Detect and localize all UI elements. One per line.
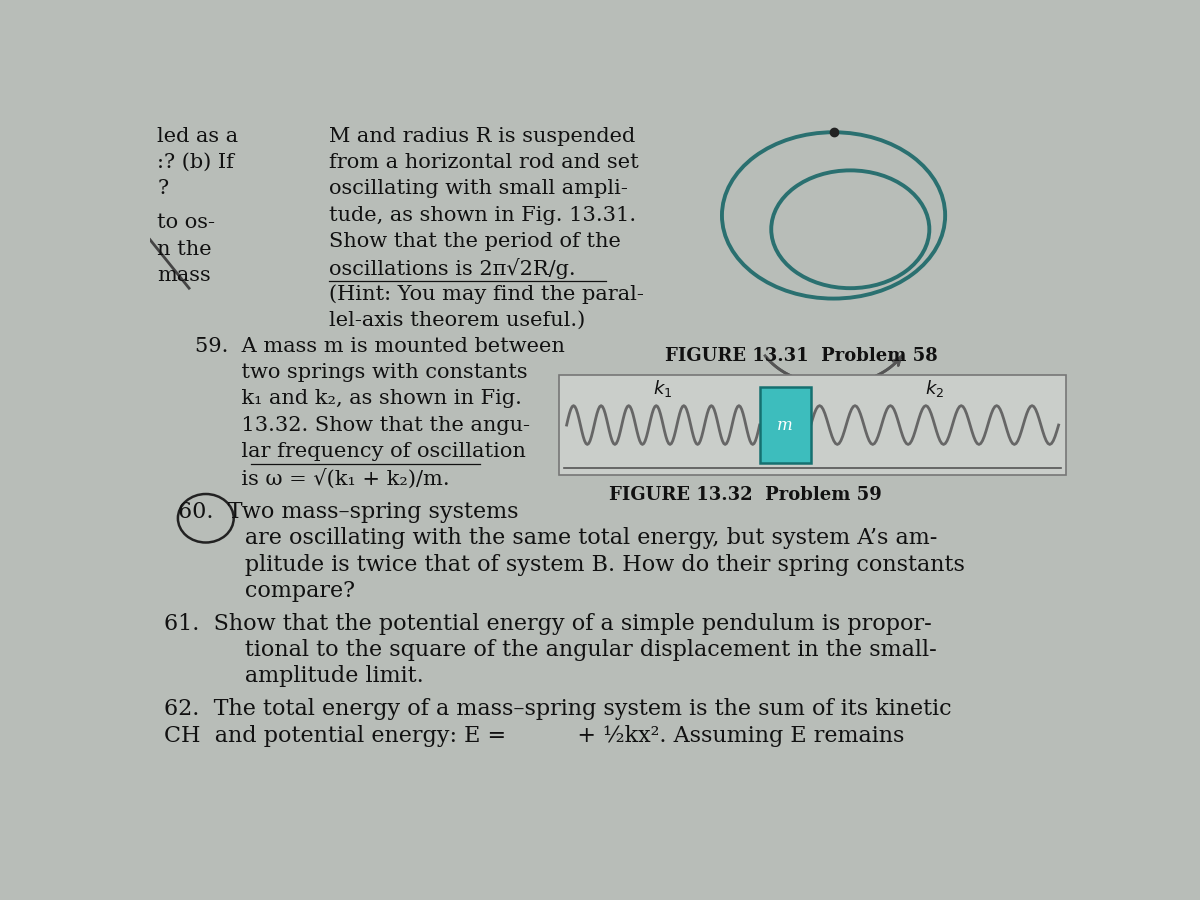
Text: to os-: to os-	[157, 213, 216, 232]
Text: oscillations is 2π√2R/g.: oscillations is 2π√2R/g.	[329, 258, 575, 279]
FancyBboxPatch shape	[760, 387, 811, 464]
Text: 13.32. Show that the angu-: 13.32. Show that the angu-	[194, 416, 529, 435]
Text: two springs with constants: two springs with constants	[194, 363, 527, 382]
Text: n the: n the	[157, 239, 212, 258]
Text: (Hint: You may find the paral-: (Hint: You may find the paral-	[329, 284, 643, 304]
FancyBboxPatch shape	[559, 374, 1066, 475]
Text: mass: mass	[157, 266, 211, 285]
Text: 61.  Show that the potential energy of a simple pendulum is propor-: 61. Show that the potential energy of a …	[164, 613, 931, 634]
Text: is ω = √(k₁ + k₂)/m.: is ω = √(k₁ + k₂)/m.	[194, 468, 449, 489]
Text: :? (b) If: :? (b) If	[157, 153, 234, 172]
Text: $k_2$: $k_2$	[925, 378, 944, 400]
Text: amplitude limit.: amplitude limit.	[194, 665, 424, 688]
Text: FIGURE 13.32  Problem 59: FIGURE 13.32 Problem 59	[608, 486, 882, 504]
Text: oscillating with small ampli-: oscillating with small ampli-	[329, 179, 628, 198]
Text: 60.  Two mass–spring systems: 60. Two mass–spring systems	[178, 501, 518, 523]
Text: tional to the square of the angular displacement in the small-: tional to the square of the angular disp…	[194, 639, 936, 661]
Text: 59.  A mass m is mounted between: 59. A mass m is mounted between	[194, 337, 564, 356]
Text: tude, as shown in Fig. 13.31.: tude, as shown in Fig. 13.31.	[329, 206, 636, 225]
Text: CH  and potential energy: E =          + ½kx². Assuming E remains: CH and potential energy: E = + ½kx². Ass…	[164, 724, 905, 747]
Text: Show that the period of the: Show that the period of the	[329, 232, 620, 251]
Text: k₁ and k₂, as shown in Fig.: k₁ and k₂, as shown in Fig.	[194, 390, 522, 409]
Text: lar frequency of oscillation: lar frequency of oscillation	[194, 442, 526, 461]
Text: 62.  The total energy of a mass–spring system is the sum of its kinetic: 62. The total energy of a mass–spring sy…	[164, 698, 952, 720]
Text: m: m	[778, 417, 793, 434]
Text: $k_1$: $k_1$	[654, 378, 673, 400]
Text: FIGURE 13.31  Problem 58: FIGURE 13.31 Problem 58	[665, 347, 937, 365]
Text: lel-axis theorem useful.): lel-axis theorem useful.)	[329, 311, 584, 330]
Text: are oscillating with the same total energy, but system A’s am-: are oscillating with the same total ener…	[194, 527, 937, 549]
Text: plitude is twice that of system B. How do their spring constants: plitude is twice that of system B. How d…	[194, 554, 965, 576]
Text: led as a: led as a	[157, 127, 239, 146]
Text: M and radius R is suspended: M and radius R is suspended	[329, 127, 635, 146]
Text: from a horizontal rod and set: from a horizontal rod and set	[329, 153, 638, 172]
Text: compare?: compare?	[194, 580, 355, 602]
Text: ?: ?	[157, 179, 168, 198]
